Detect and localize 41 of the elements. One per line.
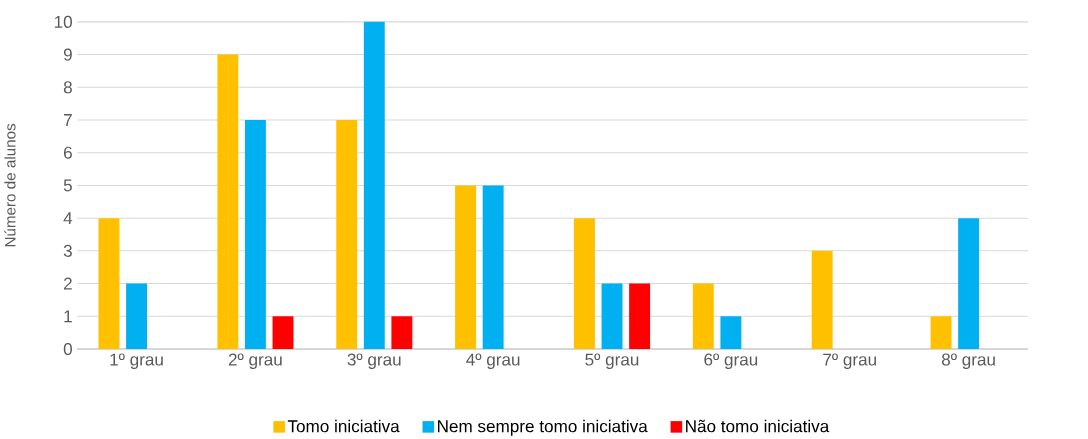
x-tick-label: 4º grau [466, 353, 520, 369]
y-tick-label: 6 [64, 146, 72, 159]
bar [391, 316, 413, 349]
bar [272, 316, 294, 349]
bar [720, 316, 742, 349]
bar [455, 185, 477, 349]
bar [601, 283, 623, 349]
legend-label: Tomo iniciativa [287, 419, 400, 433]
y-tick-label: 0 [63, 342, 72, 355]
x-tick-label: 5º grau [585, 353, 639, 369]
bar [958, 218, 980, 349]
bar [244, 119, 266, 349]
bar [217, 54, 239, 349]
bar [482, 185, 504, 349]
y-tick-label: 9 [63, 48, 72, 61]
legend-label: Nem sempre tomo iniciativa [438, 419, 648, 436]
bar [692, 283, 714, 349]
x-tick-label: 8º grau [941, 353, 995, 369]
y-tick-label: 10 [54, 15, 72, 28]
y-tick-label: 3 [63, 244, 72, 257]
bar [573, 218, 595, 349]
y-tick-label: 5 [63, 179, 72, 192]
y-tick-label: 4 [63, 212, 73, 224]
y-tick-label: 8 [63, 81, 72, 94]
y-tick-label: 7 [64, 114, 72, 126]
y-tick-label: 1 [64, 310, 72, 323]
bar [98, 218, 120, 349]
bar [336, 119, 358, 349]
y-axis-title: Número de alunos [4, 123, 16, 247]
bar [629, 283, 651, 349]
bar [126, 283, 148, 349]
x-tick-label: 7º grau [823, 353, 876, 369]
x-tick-label: 3º grau [347, 353, 401, 369]
x-tick-label: 2º grau [228, 353, 282, 369]
bar [811, 250, 833, 349]
y-tick-label: 2 [63, 277, 72, 290]
bar [363, 21, 385, 349]
x-tick-label: 1º grau [110, 353, 163, 369]
x-tick-label: 6º grau [704, 353, 758, 369]
bar [930, 316, 952, 349]
legend-label: Não tomo iniciativa [686, 419, 830, 433]
